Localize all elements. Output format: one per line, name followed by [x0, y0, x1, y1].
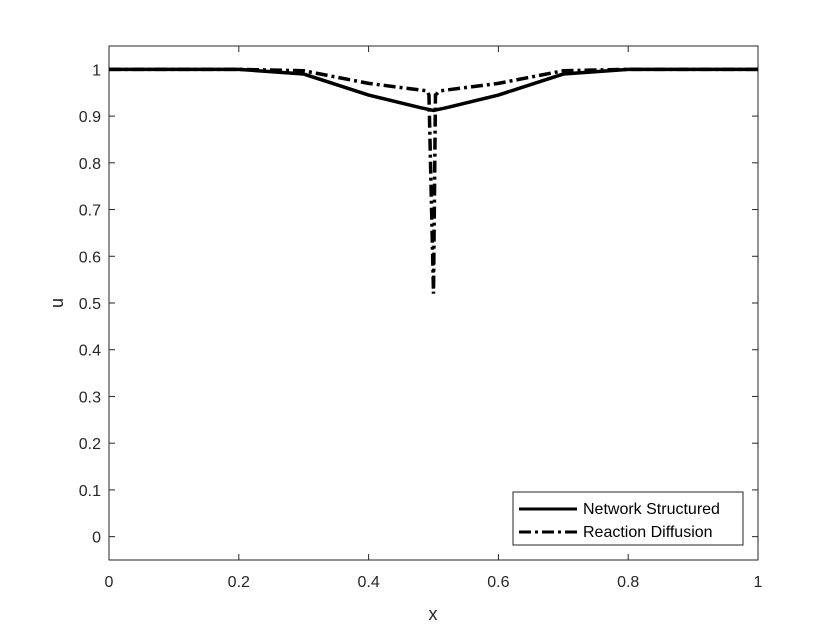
y-tick-label: 0.8 — [79, 156, 101, 173]
y-axis-label: u — [47, 298, 67, 308]
y-tick-label: 0.2 — [79, 436, 101, 453]
y-tick-label: 0.7 — [79, 203, 101, 220]
series-line-network-structured — [109, 67, 758, 113]
legend: Network Structured Reaction Diffusion — [512, 491, 744, 546]
x-tick-label: 0.8 — [617, 574, 639, 591]
legend-label-network-structured: Network Structured — [583, 501, 720, 518]
x-tick-label: 0 — [105, 574, 114, 591]
x-tick-label: 0.2 — [228, 574, 250, 591]
y-tick-label: 0.5 — [79, 296, 101, 313]
x-tick-label: 1 — [754, 574, 763, 591]
legend-label-reaction-diffusion: Reaction Diffusion — [583, 524, 713, 541]
x-tick-label: 0.4 — [357, 574, 379, 591]
legend-box — [512, 491, 744, 546]
series-line-reaction-diffusion — [109, 67, 758, 294]
series-lines — [109, 67, 758, 294]
y-tick-label: 0 — [92, 530, 101, 547]
y-tick-label: 1 — [92, 62, 101, 79]
x-axis-label: x — [429, 604, 438, 624]
y-tick-label: 0.1 — [79, 483, 101, 500]
y-tick-label: 0.3 — [79, 389, 101, 406]
tick-labels: 0 0.2 0.4 0.6 0.8 1 0 0.1 0.2 0.3 0.4 0.5 0.6 0.7 0.8 0… — [79, 62, 763, 591]
y-tick-label: 0.4 — [79, 343, 101, 360]
y-tick-label: 0.9 — [79, 109, 101, 126]
y-tick-label: 0.6 — [79, 249, 101, 266]
x-tick-label: 0.6 — [487, 574, 509, 591]
